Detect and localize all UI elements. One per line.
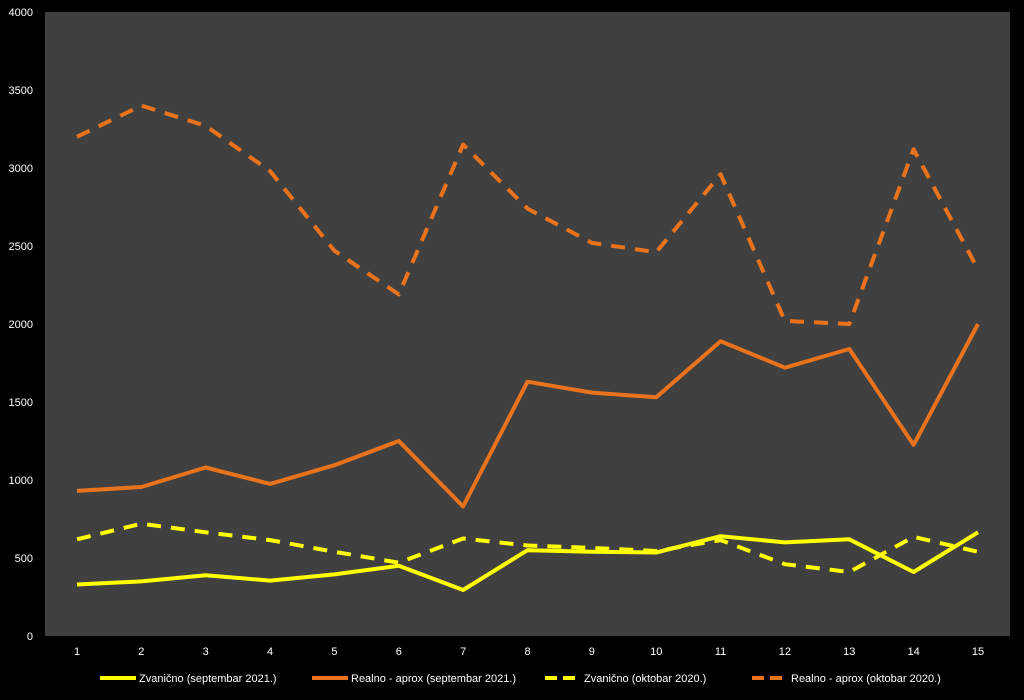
y-tick-label: 1000	[9, 475, 33, 487]
y-tick-label: 1500	[9, 397, 33, 409]
x-tick-label: 13	[843, 646, 855, 658]
legend: Zvanično (septembar 2021.) Realno - aprox…	[100, 673, 941, 685]
y-tick-label: 500	[15, 553, 33, 565]
y-tick-label: 2500	[9, 241, 33, 253]
legend-label: Zvanično (septembar 2021.)	[139, 673, 277, 685]
x-tick-label: 10	[650, 646, 662, 658]
y-tick-label: 3500	[9, 85, 33, 97]
x-tick-label: 15	[972, 646, 984, 658]
series-line-4	[76, 103, 980, 326]
x-tick-label: 2	[138, 646, 144, 658]
legend-label: Zvanično (oktobar 2020.)	[584, 673, 706, 685]
x-tick-label: 14	[908, 646, 920, 658]
series-layer	[76, 103, 980, 592]
x-tick-label: 3	[203, 646, 209, 658]
x-tick-label: 1	[74, 646, 80, 658]
x-tick-label: 11	[715, 646, 726, 658]
y-tick-label: 3000	[9, 163, 33, 175]
legend-label: Realno - aprox (oktobar 2020.)	[791, 673, 941, 685]
legend-item: Zvanično (septembar 2021.)	[100, 673, 277, 685]
x-tick-label: 9	[589, 646, 595, 658]
x-tick-label: 4	[267, 646, 273, 658]
x-tick-label: 7	[460, 646, 466, 658]
y-tick-label: 2000	[9, 319, 33, 331]
y-tick-label: 4000	[9, 7, 33, 19]
series-line-1	[76, 530, 980, 592]
x-tick-label: 6	[396, 646, 402, 658]
y-tick-label: 0	[27, 631, 33, 643]
legend-item: Realno - aprox (oktobar 2020.)	[752, 673, 941, 685]
legend-item: Realno - aprox (septembar 2021.)	[312, 673, 516, 685]
series-line-2	[76, 323, 980, 509]
legend-label: Realno - aprox (septembar 2021.)	[351, 673, 516, 685]
plot-area	[45, 12, 1010, 636]
x-tick-label: 5	[331, 646, 337, 658]
x-tick-label: 12	[779, 646, 791, 658]
legend-item: Zvanično (oktobar 2020.)	[545, 673, 706, 685]
x-axis: 1 2 3 4 5 6 7 8 9 10 11 12 13 14 15	[74, 646, 984, 658]
x-tick-label: 8	[524, 646, 530, 658]
series-line-3	[76, 521, 979, 574]
y-axis: 0 500 1000 1500 2000 2500 3000 3500 4000	[9, 7, 33, 643]
